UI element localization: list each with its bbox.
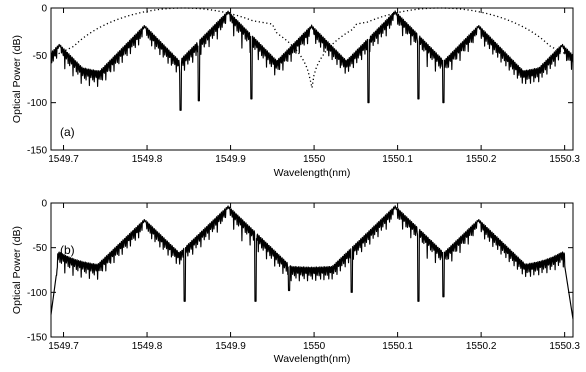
plot-frame-b bbox=[50, 202, 574, 338]
y-tick-label: 0 bbox=[41, 4, 47, 15]
envelope-curve-a bbox=[54, 7, 570, 88]
x-tick-label: 1550.3 bbox=[549, 154, 580, 165]
x-tick-label: 1549.8 bbox=[132, 154, 163, 165]
spectrum-curve-b bbox=[50, 205, 574, 320]
y-tick-label: -100 bbox=[27, 98, 47, 109]
y-axis-label-b: Optical Power (dB) bbox=[11, 226, 23, 314]
y-tick-label: -100 bbox=[27, 288, 47, 299]
plot-frame-a bbox=[50, 7, 574, 151]
curves-a bbox=[50, 7, 574, 111]
y-tick-label: -150 bbox=[27, 333, 47, 344]
y-tick-label: -50 bbox=[33, 51, 48, 62]
ticks-a: 1549.7 1549.8 1549.9 1550 1550.1 1550.2 1550.3… bbox=[27, 4, 580, 166]
x-tick-label: 1550.2 bbox=[466, 341, 497, 352]
x-tick-label: 1549.7 bbox=[48, 154, 79, 165]
x-tick-label: 1550.1 bbox=[382, 341, 413, 352]
x-tick-label: 1550.2 bbox=[466, 154, 497, 165]
panel-label-b: (b) bbox=[60, 243, 75, 257]
x-tick-label: 1549.9 bbox=[215, 341, 246, 352]
y-tick-label: -50 bbox=[33, 243, 48, 254]
ticks-b: 1549.7 1549.8 1549.9 1550 1550.1 1550.2 1550.3… bbox=[27, 199, 580, 353]
x-tick-label: 1550.1 bbox=[382, 154, 413, 165]
y-axis-label-a: Optical Power (dB) bbox=[11, 35, 23, 123]
x-axis-label-a: Wavelength(nm) bbox=[274, 167, 351, 179]
x-tick-label: 1550 bbox=[303, 154, 326, 165]
panel-a: 1549.7 1549.8 1549.9 1550 1550.1 1550.2 1550.3… bbox=[11, 4, 580, 180]
curves-b bbox=[50, 205, 574, 320]
x-tick-label: 1549.9 bbox=[215, 154, 246, 165]
x-tick-label: 1550.3 bbox=[549, 341, 580, 352]
x-tick-label: 1549.7 bbox=[48, 341, 79, 352]
x-tick-label: 1550 bbox=[303, 341, 326, 352]
y-tick-label: -150 bbox=[27, 146, 47, 157]
x-tick-label: 1549.8 bbox=[132, 341, 163, 352]
spectrum-curve-a bbox=[50, 10, 574, 111]
y-tick-label: 0 bbox=[41, 199, 47, 210]
panel-b: 1549.7 1549.8 1549.9 1550 1550.1 1550.2 1550.3… bbox=[11, 199, 580, 366]
panel-label-a: (a) bbox=[60, 125, 75, 139]
x-axis-label-b: Wavelength(nm) bbox=[274, 353, 351, 365]
